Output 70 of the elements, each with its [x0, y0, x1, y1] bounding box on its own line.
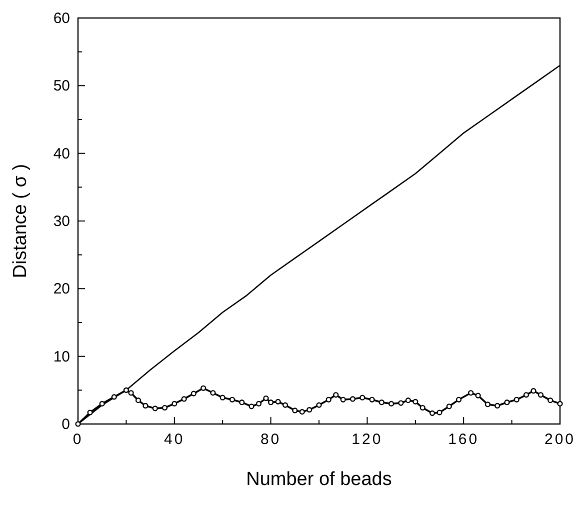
- point: [128, 390, 134, 396]
- point: [412, 398, 418, 404]
- point: [360, 394, 366, 400]
- point: [162, 404, 168, 411]
- y-tick-label: 40: [53, 145, 70, 162]
- x-tick-label: 160: [448, 431, 480, 448]
- point: [275, 398, 281, 404]
- point: [210, 390, 216, 396]
- y-tick-label: 60: [53, 10, 70, 27]
- point: [111, 394, 117, 400]
- y-axis-title: Distance ( σ ): [10, 164, 31, 278]
- point: [405, 398, 411, 404]
- x-tick-label: 80: [260, 431, 282, 448]
- point: [299, 409, 305, 415]
- point: [429, 410, 436, 416]
- point: [333, 392, 339, 398]
- x-tick-label: 120: [352, 431, 383, 448]
- point: [378, 400, 384, 406]
- point: [484, 402, 490, 408]
- point: [514, 396, 520, 402]
- point: [436, 410, 442, 416]
- point: [75, 421, 81, 427]
- point: [172, 400, 178, 406]
- point: [248, 404, 254, 410]
- point: [475, 392, 481, 398]
- point: [282, 402, 288, 408]
- point: [538, 392, 544, 398]
- point: [350, 396, 356, 402]
- y-tick-label: 30: [53, 213, 70, 230]
- point: [99, 400, 105, 406]
- point: [504, 400, 510, 406]
- point: [181, 396, 187, 402]
- point: [523, 392, 530, 398]
- point: [557, 400, 563, 406]
- point: [446, 404, 452, 410]
- point: [388, 400, 394, 406]
- point: [123, 387, 129, 393]
- point: [152, 406, 158, 412]
- point: [190, 390, 196, 396]
- point: [456, 396, 462, 402]
- y-tick-label: 20: [53, 280, 70, 298]
- x-tick-label: 200: [544, 431, 576, 448]
- point: [530, 388, 536, 394]
- point: [256, 400, 262, 406]
- point: [494, 402, 500, 409]
- point: [548, 398, 554, 404]
- point: [135, 398, 142, 404]
- y-tick-label: 0: [62, 416, 70, 433]
- point: [268, 400, 274, 406]
- point: [292, 408, 298, 414]
- point: [87, 410, 93, 416]
- point: [220, 394, 226, 400]
- point: [239, 400, 245, 406]
- point: [468, 390, 474, 396]
- point: [398, 400, 404, 406]
- point: [306, 406, 312, 413]
- point: [420, 404, 426, 411]
- point: [263, 395, 269, 402]
- x-tick-label: 40: [164, 431, 185, 448]
- point: [326, 396, 332, 402]
- y-tick-label: 50: [53, 78, 70, 95]
- x-axis-title: Number of beads: [246, 469, 392, 490]
- point: [200, 385, 206, 391]
- point: [229, 396, 236, 402]
- point: [340, 396, 346, 402]
- x-tick-label: 0: [72, 431, 84, 448]
- y-tick-label: 10: [53, 348, 70, 366]
- point: [369, 396, 375, 402]
- point: [316, 402, 322, 408]
- point: [142, 402, 148, 409]
